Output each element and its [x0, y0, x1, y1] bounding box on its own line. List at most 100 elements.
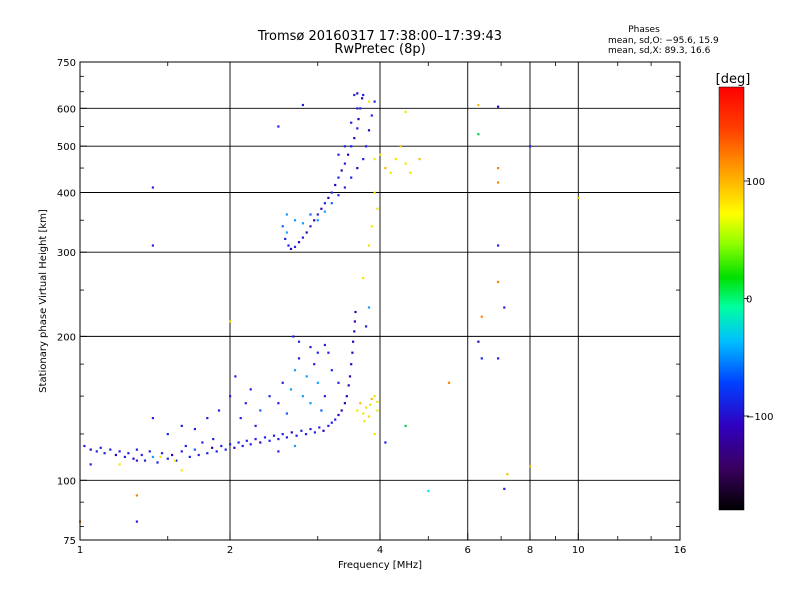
data-point [220, 444, 223, 448]
data-point [259, 441, 262, 444]
data-point [285, 213, 288, 216]
data-point [304, 433, 308, 436]
data-point [350, 121, 353, 124]
data-point [224, 448, 227, 451]
data-point [293, 245, 297, 248]
data-point [135, 459, 138, 462]
data-point [367, 244, 371, 247]
grid-lines [80, 62, 680, 540]
data-point [114, 453, 117, 457]
data-point [316, 351, 319, 354]
data-point [497, 105, 500, 108]
data-point [343, 186, 346, 189]
data-point [206, 452, 209, 455]
data-point [337, 381, 340, 384]
data-point [376, 409, 379, 412]
data-point [285, 412, 288, 415]
data-point [297, 241, 301, 244]
data-point [109, 448, 112, 451]
data-point [480, 315, 483, 318]
data-point [277, 125, 280, 128]
data-point [351, 351, 354, 354]
colorbar-label: [deg] [716, 72, 751, 87]
data-point [330, 202, 333, 205]
data-point [369, 403, 372, 406]
data-point [293, 369, 297, 372]
data-point [497, 181, 500, 184]
x-tick-label: 1 [77, 545, 83, 556]
data-point [239, 417, 242, 420]
colorbar-tick-label: −100 [746, 412, 773, 423]
x-tick-label: 4 [377, 545, 383, 556]
data-point [180, 450, 183, 453]
data-point [277, 402, 280, 405]
data-point [281, 381, 284, 384]
data-point [193, 428, 196, 431]
data-point [277, 438, 280, 441]
data-point [577, 196, 580, 199]
data-point [254, 438, 257, 441]
data-point [353, 320, 356, 323]
data-point [427, 489, 430, 493]
data-point [343, 402, 346, 405]
data-point [362, 93, 365, 97]
data-point [184, 444, 187, 448]
data-point [135, 494, 138, 497]
data-point [132, 457, 135, 460]
data-point [309, 346, 312, 349]
data-point [215, 450, 218, 453]
data-point [89, 463, 92, 466]
data-point [143, 459, 147, 462]
data-point [217, 409, 221, 412]
data-point [337, 176, 340, 179]
data-point [370, 114, 373, 117]
data-point [245, 439, 248, 442]
data-point [171, 453, 174, 457]
data-point [237, 441, 240, 444]
data-point [340, 409, 343, 412]
data-point [254, 424, 257, 427]
x-tick-labels: 1 2 4 6 8 10 16 [77, 545, 687, 556]
data-point [389, 171, 392, 174]
data-point [447, 381, 451, 384]
data-point [330, 369, 333, 372]
stats-line-x: mean, sd,X: 89.3, 16.6 [608, 46, 711, 56]
data-point [193, 448, 196, 451]
data-point [301, 395, 304, 398]
colorbar-ticks: 100 0 −100 [744, 177, 773, 423]
data-point [362, 412, 365, 415]
data-point [293, 219, 297, 222]
data-point [156, 461, 159, 464]
data-point [363, 420, 366, 423]
data-point [529, 145, 532, 148]
y-tick-label: 75 [63, 536, 76, 547]
data-point [362, 277, 365, 280]
data-point [166, 433, 169, 436]
data-point [173, 459, 176, 462]
data-point [356, 127, 359, 130]
data-point [322, 429, 325, 432]
data-point [399, 145, 402, 148]
colorbar-tick-label: 0 [746, 295, 752, 306]
data-point [362, 158, 365, 161]
data-point [367, 129, 371, 132]
data-point [376, 400, 379, 403]
data-point [281, 433, 284, 436]
data-point [151, 417, 154, 420]
data-point [337, 194, 340, 197]
y-tick-label: 100 [57, 476, 76, 487]
data-point [352, 340, 355, 343]
data-point [497, 244, 500, 247]
data-point [277, 450, 280, 453]
data-point [353, 93, 356, 97]
data-point [379, 153, 382, 156]
y-tick-label: 750 [57, 58, 76, 69]
data-point [356, 92, 359, 95]
data-point [334, 418, 337, 421]
data-point [357, 118, 360, 121]
data-point [201, 441, 204, 444]
data-point [297, 357, 301, 360]
data-point [316, 219, 319, 222]
data-point [95, 450, 98, 453]
data-point [503, 306, 506, 309]
